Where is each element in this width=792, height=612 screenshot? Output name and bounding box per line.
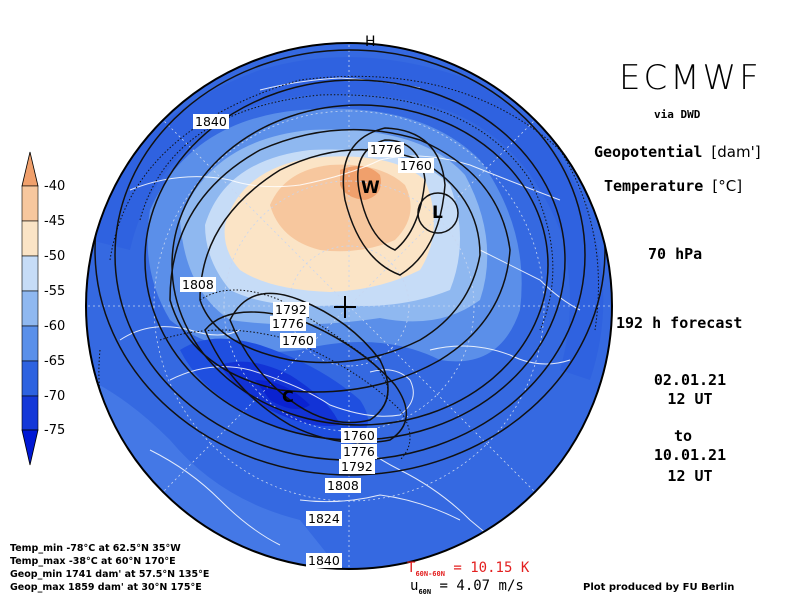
pole-markers: [334, 296, 356, 318]
legend-label: -55: [44, 284, 66, 299]
contour-label: 1824: [306, 511, 342, 526]
contour-label: 1776: [270, 316, 306, 331]
legend-label: -40: [44, 179, 66, 194]
zonal-wind: u60N = 4.07 m/s: [410, 578, 524, 596]
valid-date: 10.01.21: [653, 446, 727, 464]
contour-label: 1808: [325, 478, 361, 493]
variable2-unit: [°C]: [712, 177, 743, 195]
brand-title: ECMWF: [619, 58, 762, 98]
init-date: 02.01.21: [653, 371, 727, 389]
contour-label: 1808: [180, 277, 216, 292]
geop-min-stat: Geop_min 1741 dam' at 57.5°N 135°E: [10, 569, 210, 580]
variable1-name: Geopotential: [594, 143, 703, 161]
variable2-name: Temperature: [604, 177, 704, 195]
contour-label: 1760: [280, 333, 316, 348]
cold-marker: C: [282, 387, 294, 406]
variable2-label: Temperature [°C]: [604, 177, 742, 195]
geop-max-stat: Geop_max 1859 dam' at 30°N 175°E: [10, 582, 202, 593]
credit-label: Plot produced by FU Berlin: [583, 582, 735, 593]
temp-max-stat: Temp_max -38°C at 60°N 170°E: [10, 556, 176, 567]
legend-label: -65: [44, 354, 66, 369]
legend-label: -50: [44, 249, 66, 264]
contour-label: 1840: [193, 114, 229, 129]
init-time: 12 UT: [667, 390, 713, 408]
legend-label: -45: [44, 214, 66, 229]
to-label: to: [673, 427, 693, 445]
temp-diff-sub: 60N-60N: [415, 569, 445, 578]
temp-min-stat: Temp_min -78°C at 62.5°N 35°W: [10, 543, 181, 554]
contour-label: 1792: [339, 459, 375, 474]
contour-label: 1776: [341, 444, 377, 459]
legend-label: -75: [44, 423, 66, 438]
contour-label: 1792: [273, 302, 309, 317]
forecast-hours: 192 h forecast: [616, 314, 743, 332]
high-marker: H: [365, 34, 376, 50]
u-value: = 4.07 m/s: [439, 578, 524, 594]
pressure-level: 70 hPa: [648, 245, 703, 263]
variable1-label: Geopotential [dam']: [594, 143, 761, 161]
temp-diff-symbol: T: [407, 560, 416, 576]
source-label: via DWD: [654, 108, 701, 121]
contour-label: 1776: [368, 142, 404, 157]
low-marker: L: [432, 203, 443, 223]
contour-label: 1760: [341, 428, 377, 443]
temp-difference: T60N-60N = 10.15 K: [407, 560, 529, 578]
contour-label: 1760: [398, 158, 434, 173]
temp-diff-value: = 10.15 K: [453, 560, 530, 576]
legend-label: -60: [44, 319, 66, 334]
temperature-colorbar: [21, 151, 39, 466]
u-sub: 60N: [418, 587, 432, 596]
warm-marker: W: [361, 178, 380, 198]
map-border: [85, 42, 613, 570]
u-symbol: u: [410, 578, 419, 594]
variable1-unit: [dam']: [711, 143, 761, 161]
legend-label: -70: [44, 389, 66, 404]
valid-time: 12 UT: [667, 467, 713, 485]
contour-label: 1840: [306, 553, 342, 568]
